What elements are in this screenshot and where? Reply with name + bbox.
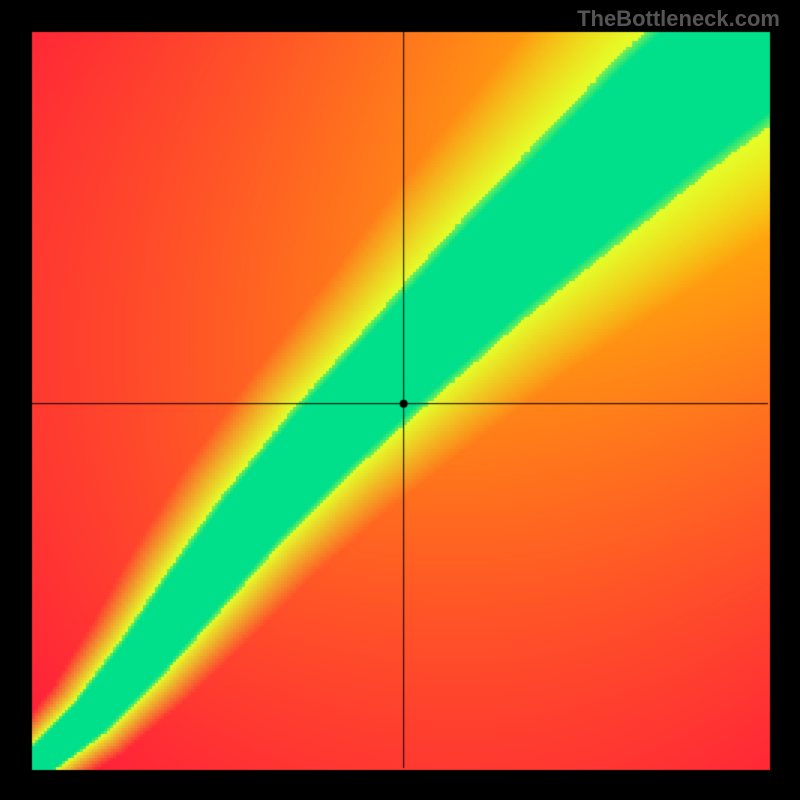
bottleneck-heatmap-canvas [0, 0, 800, 800]
watermark-text: TheBottleneck.com [577, 6, 780, 32]
chart-container: TheBottleneck.com [0, 0, 800, 800]
